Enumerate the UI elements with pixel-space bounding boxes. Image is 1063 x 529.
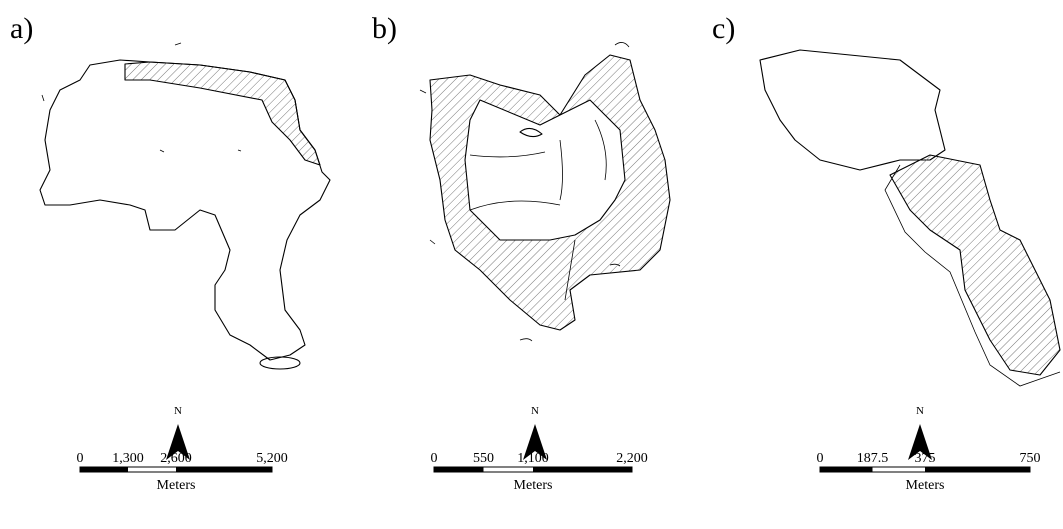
panel-label: c) [712, 12, 735, 45]
panel-label: b) [372, 12, 397, 45]
panel-label: a) [10, 12, 33, 45]
scale-tick-label: 0 [431, 451, 438, 466]
pond [520, 128, 542, 136]
scale-tick-label: 550 [473, 451, 494, 466]
hatched-area [125, 62, 320, 165]
figure: a) N 0 1,300 2,600 5,200 Meters b) N 0 550 1,100 2,2… [0, 0, 1063, 529]
scale-bar-segment [533, 467, 632, 472]
scale-bar-segment [176, 467, 272, 472]
scale-tick-label: 1,300 [112, 451, 144, 466]
island [260, 357, 300, 369]
scale-tick-label: 375 [915, 451, 936, 466]
north-label: N [174, 405, 182, 417]
islets [42, 43, 241, 152]
map-a [40, 43, 330, 369]
scale-tick-label: 187.5 [857, 451, 889, 466]
scale-tick-label: 750 [1020, 451, 1041, 466]
area-outline [760, 50, 945, 170]
scale-unit: Meters [906, 478, 945, 493]
scale-bar-segment [820, 467, 873, 472]
map-b [420, 42, 670, 341]
scale-tick-label: 1,100 [517, 451, 549, 466]
scale-tick-label: 2,200 [616, 451, 648, 466]
scale-tick-label: 0 [77, 451, 84, 466]
scale-bar-segment [434, 467, 484, 472]
map-c [760, 50, 1060, 386]
scale-unit: Meters [157, 478, 196, 493]
scale-unit: Meters [514, 478, 553, 493]
scale-tick-label: 0 [817, 451, 824, 466]
north-label: N [531, 405, 539, 417]
north-label: N [916, 405, 924, 417]
hatched-area [430, 55, 670, 330]
scale-bar-segment [925, 467, 1030, 472]
scale-bar-segment [80, 467, 128, 472]
hatched-area [890, 155, 1060, 375]
scale-tick-label: 5,200 [256, 451, 288, 466]
scale-tick-label: 2,600 [160, 451, 192, 466]
